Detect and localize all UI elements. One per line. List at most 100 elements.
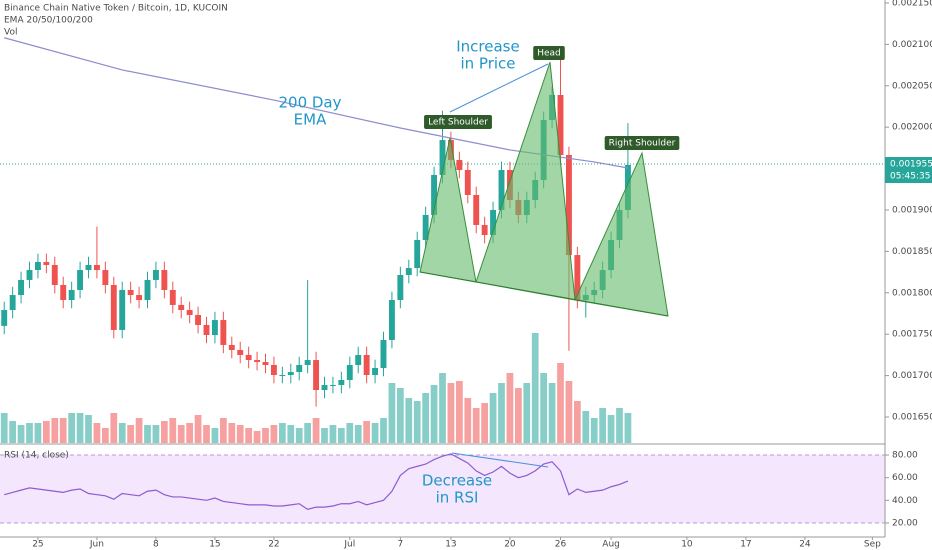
- volume-bar: [363, 421, 371, 443]
- tag-box: [533, 46, 565, 60]
- volume-bar: [127, 425, 135, 443]
- volume-bar: [42, 421, 50, 443]
- candle-body: [557, 94, 564, 156]
- volume-bar: [118, 423, 126, 443]
- x-tick-label: 20: [504, 540, 516, 550]
- annotation: Increase: [456, 38, 519, 56]
- volume-bar: [211, 428, 219, 443]
- y-tick-label: 0.0020500: [892, 81, 932, 91]
- volume-bar: [498, 383, 505, 443]
- y-tick-label: 0.0018500: [892, 247, 932, 257]
- y-tick-label: 0.0017000: [892, 371, 932, 381]
- candle-body: [456, 159, 463, 170]
- candle-body: [245, 354, 252, 361]
- candle-body: [338, 379, 345, 386]
- x-tick-label: 10: [681, 540, 693, 550]
- volume-bar: [68, 413, 76, 443]
- annotation: EMA: [294, 111, 327, 129]
- candle-body: [388, 299, 395, 340]
- rsi-tick-label: 60.00: [892, 473, 918, 483]
- candle-body: [254, 360, 261, 363]
- candle-body: [119, 289, 126, 330]
- trend-line: [449, 63, 549, 113]
- ema-line: [4, 37, 629, 169]
- x-tick-label: Jul: [343, 540, 355, 550]
- candle-body: [102, 270, 109, 286]
- volume-bar: [34, 423, 42, 443]
- volume-bar: [455, 381, 463, 443]
- volume-bar: [270, 425, 278, 443]
- candle-body: [490, 209, 497, 235]
- countdown-label: 05:45:35: [890, 172, 930, 182]
- volume-bar: [599, 408, 607, 443]
- annotation: in RSI: [436, 489, 479, 507]
- volume-bar: [380, 418, 387, 443]
- tag-label: Left Shoulder: [428, 118, 488, 128]
- volume-bar: [253, 431, 261, 443]
- candle-body: [574, 255, 581, 300]
- volume-bar: [439, 373, 446, 443]
- volume-bar: [85, 415, 92, 443]
- candle-body: [565, 155, 572, 256]
- x-tick-label: 25: [32, 540, 43, 550]
- candle-body: [51, 264, 58, 286]
- volume-bar: [304, 423, 312, 443]
- candle-body: [178, 304, 185, 311]
- volume-bar: [278, 423, 286, 443]
- candle-body: [313, 360, 320, 391]
- volume-bar: [329, 425, 337, 443]
- candle-body: [68, 289, 75, 300]
- candle-body: [85, 264, 92, 271]
- volume-bar: [514, 388, 522, 443]
- volume-bar: [422, 393, 430, 443]
- candle-body: [270, 364, 277, 376]
- tag-label: Head: [537, 49, 561, 59]
- rsi-tick-label: 80.00: [892, 451, 918, 461]
- y-tick-label: 0.0016500: [892, 412, 932, 422]
- candle-body: [34, 261, 41, 271]
- volume-bar: [531, 333, 539, 443]
- indicator-label: Vol: [4, 28, 17, 38]
- y-tick-label: 0.0021000: [892, 40, 932, 50]
- volume-bar: [245, 428, 253, 443]
- volume-bar: [447, 383, 455, 443]
- back-layer: [0, 163, 885, 524]
- volume-bar: [152, 425, 160, 443]
- candle-body: [355, 354, 362, 365]
- volume-bar: [573, 401, 581, 443]
- candle-body: [498, 169, 505, 210]
- volume-bar: [616, 408, 623, 443]
- rsi-tick-label: 20.00: [892, 518, 918, 528]
- volume-bar: [489, 393, 497, 443]
- volume-bar: [312, 418, 320, 443]
- volume-bar: [557, 363, 564, 443]
- volume-bar: [51, 418, 59, 443]
- volume-bar: [371, 423, 379, 443]
- candle-body: [93, 264, 100, 271]
- volume-bar: [101, 428, 109, 443]
- volume-bar: [430, 385, 438, 443]
- candle-body: [77, 270, 84, 290]
- volume-bar: [582, 411, 590, 443]
- candle-body: [346, 364, 353, 380]
- x-tick-label: 8: [153, 540, 159, 550]
- volume-bar: [565, 381, 573, 443]
- last-price-box: [885, 157, 932, 184]
- volume-bar: [464, 398, 472, 443]
- volume-bar: [481, 403, 489, 443]
- volume-bar: [548, 383, 556, 443]
- y-tick-label: 0.0021500: [892, 0, 932, 8]
- candle-body: [136, 295, 143, 300]
- volume-bar: [228, 423, 236, 443]
- volume-bar: [337, 428, 345, 443]
- front-layer: 0.0016500 0.0017000 0.0017500 0.0018000 0.00…: [32, 0, 932, 550]
- volume-bar: [262, 428, 269, 443]
- volume-bar: [396, 388, 404, 443]
- candle-body: [279, 375, 286, 377]
- candle-body: [144, 279, 151, 300]
- volume-bar: [624, 413, 632, 443]
- x-tick-label: 26: [555, 540, 567, 550]
- x-tick-label: Aug: [602, 540, 620, 550]
- tag-box: [604, 136, 680, 150]
- candle-body: [228, 344, 235, 351]
